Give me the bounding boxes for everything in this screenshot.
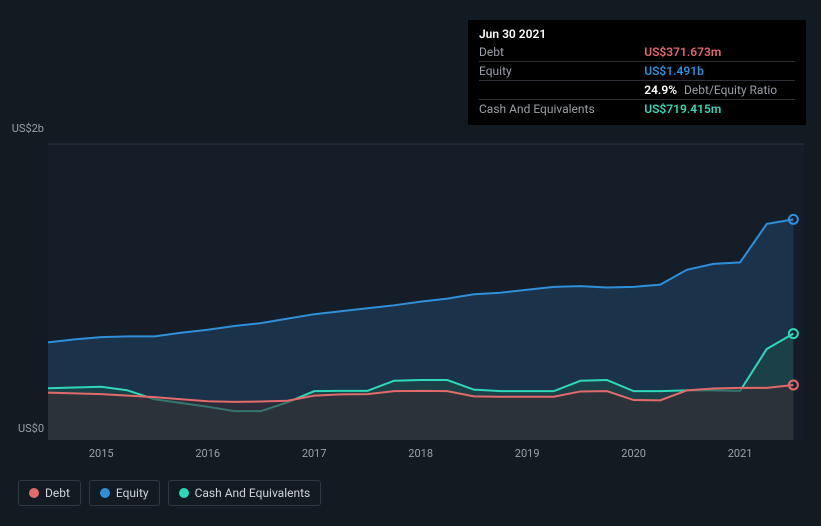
tooltip-row: EquityUS$1.491b [479,62,795,81]
legend-label: Debt [45,486,70,500]
debt-equity-cash-chart: US$0 US$2b 2015201620172018201920202021 … [0,0,821,526]
x-axis-label: 2019 [515,447,540,460]
tooltip-row: Cash And EquivalentsUS$719.415m [479,100,795,119]
y-axis-label: US$0 [0,422,44,435]
legend-item-debt[interactable]: Debt [18,480,81,506]
legend: Debt Equity Cash And Equivalents [18,480,321,506]
tooltip-row-value: US$371.673m [644,43,795,62]
tooltip-table: DebtUS$371.673mEquityUS$1.491b24.9% Debt… [479,43,795,118]
tooltip-row-label [479,81,644,100]
tooltip-row: DebtUS$371.673m [479,43,795,62]
legend-item-equity[interactable]: Equity [89,480,160,506]
legend-label: Cash And Equivalents [195,486,311,500]
x-axis-label: 2020 [621,447,646,460]
legend-swatch [179,488,189,498]
x-axis-label: 2015 [89,447,114,460]
legend-label: Equity [116,486,149,500]
tooltip-row-label: Debt [479,43,644,62]
tooltip-box: Jun 30 2021 DebtUS$371.673mEquityUS$1.49… [468,20,806,125]
legend-swatch [29,488,39,498]
y-axis-label: US$2b [0,122,44,135]
tooltip-row-value: US$719.415m [644,100,795,119]
tooltip-row-label: Equity [479,62,644,81]
x-axis-label: 2016 [195,447,220,460]
legend-swatch [100,488,110,498]
x-axis-label: 2018 [408,447,433,460]
tooltip-row-label: Cash And Equivalents [479,100,644,119]
x-axis-label: 2017 [302,447,327,460]
tooltip-row-secondary: Debt/Equity Ratio [681,83,777,97]
legend-item-cash[interactable]: Cash And Equivalents [168,480,322,506]
tooltip-row-value: 24.9% Debt/Equity Ratio [644,81,795,100]
tooltip-date: Jun 30 2021 [479,27,795,41]
tooltip-row: 24.9% Debt/Equity Ratio [479,81,795,100]
x-axis-label: 2021 [728,447,753,460]
tooltip-row-value: US$1.491b [644,62,795,81]
